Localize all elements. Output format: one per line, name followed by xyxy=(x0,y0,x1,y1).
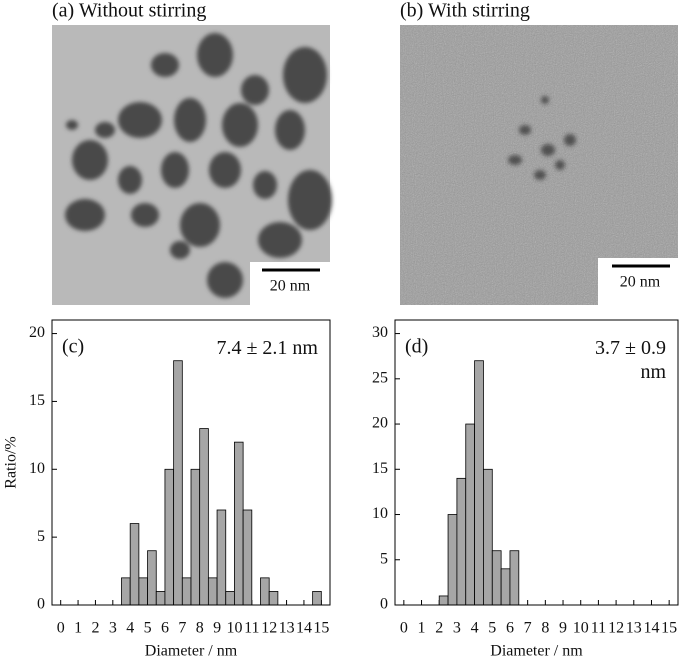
x-tick-label: 2 xyxy=(435,620,443,637)
x-tick-label: 12 xyxy=(608,620,624,637)
x-tick-label: 11 xyxy=(244,620,259,637)
x-tick-label: 3 xyxy=(453,620,461,637)
bar xyxy=(312,591,322,606)
x-axis-label: Diameter / nm xyxy=(490,643,583,660)
x-tick-label: 14 xyxy=(643,620,659,637)
x-tick-label: 14 xyxy=(296,620,312,637)
bar xyxy=(216,509,227,606)
bar xyxy=(438,595,449,606)
panel-label: (d) xyxy=(405,336,428,358)
tem-image-a: 20 nm xyxy=(52,25,332,305)
bar xyxy=(447,514,458,606)
tem-image-b: 20 nm xyxy=(400,25,678,305)
bar xyxy=(129,523,140,606)
bar xyxy=(121,577,131,606)
bar xyxy=(465,423,475,606)
bar xyxy=(509,550,520,606)
y-tick-label: 20 xyxy=(29,324,45,341)
bar xyxy=(242,509,253,606)
x-tick-label: 6 xyxy=(506,620,514,637)
x-tick-label: 15 xyxy=(313,620,329,637)
x-tick-label: 8 xyxy=(196,620,204,637)
x-tick-label: 6 xyxy=(161,620,169,637)
y-tick-label: 10 xyxy=(29,460,45,477)
bar xyxy=(207,577,218,606)
bar xyxy=(500,568,511,606)
bar xyxy=(268,591,279,606)
x-tick-label: 3 xyxy=(109,620,117,637)
bar xyxy=(260,577,270,606)
x-tick-label: 5 xyxy=(144,620,152,637)
annotation: 7.4 ± 2.1 nm xyxy=(216,337,318,359)
y-tick-label: 20 xyxy=(372,415,388,432)
x-tick-label: 11 xyxy=(591,620,606,637)
y-tick-label: 5 xyxy=(380,550,388,567)
panel-title: (a) Without stirring xyxy=(52,0,206,22)
panel-label: (c) xyxy=(62,336,84,358)
y-tick-label: 0 xyxy=(380,596,388,613)
x-tick-label: 0 xyxy=(400,620,408,637)
x-tick-label: 9 xyxy=(559,620,567,637)
x-tick-label: 0 xyxy=(57,620,65,637)
bar xyxy=(199,428,209,606)
bar xyxy=(474,360,484,606)
x-tick-label: 13 xyxy=(279,620,295,637)
scale-bar-label: 20 nm xyxy=(620,274,661,291)
x-tick-label: 9 xyxy=(213,620,221,637)
x-tick-label: 13 xyxy=(626,620,642,637)
x-tick-label: 7 xyxy=(524,620,532,637)
x-tick-label: 2 xyxy=(91,620,99,637)
bar xyxy=(173,360,183,606)
scale-bar-label: 20 nm xyxy=(270,278,311,295)
y-axis-label: Ratio/% xyxy=(3,436,20,488)
bar xyxy=(225,591,235,606)
y-tick-label: 5 xyxy=(37,528,45,545)
x-tick-label: 8 xyxy=(541,620,549,637)
y-tick-label: 0 xyxy=(37,596,45,613)
bar xyxy=(164,468,175,606)
bar xyxy=(138,577,148,606)
bar xyxy=(181,577,192,606)
bar xyxy=(155,591,166,606)
bar xyxy=(147,550,157,606)
y-tick-label: 15 xyxy=(29,392,45,409)
x-tick-label: 5 xyxy=(488,620,496,637)
x-tick-label: 1 xyxy=(418,620,426,637)
panel-title: (b) With stirring xyxy=(400,0,530,22)
x-tick-label: 10 xyxy=(226,620,242,637)
y-tick-label: 25 xyxy=(372,369,388,386)
x-tick-label: 7 xyxy=(178,620,186,637)
y-tick-label: 15 xyxy=(372,460,388,477)
bar xyxy=(483,468,493,606)
bar xyxy=(234,441,244,606)
x-tick-label: 4 xyxy=(126,620,134,637)
x-tick-label: 1 xyxy=(74,620,82,637)
bar xyxy=(456,477,467,606)
x-tick-label: 4 xyxy=(471,620,479,637)
x-tick-label: 15 xyxy=(661,620,677,637)
x-axis-label: Diameter / nm xyxy=(145,643,238,660)
annotation: 3.7 ± 0.9 nm xyxy=(595,337,666,383)
x-tick-label: 10 xyxy=(573,620,589,637)
bar xyxy=(190,468,201,606)
y-tick-label: 30 xyxy=(372,324,388,341)
y-tick-label: 10 xyxy=(372,505,388,522)
bar xyxy=(491,550,502,606)
x-tick-label: 12 xyxy=(261,620,277,637)
